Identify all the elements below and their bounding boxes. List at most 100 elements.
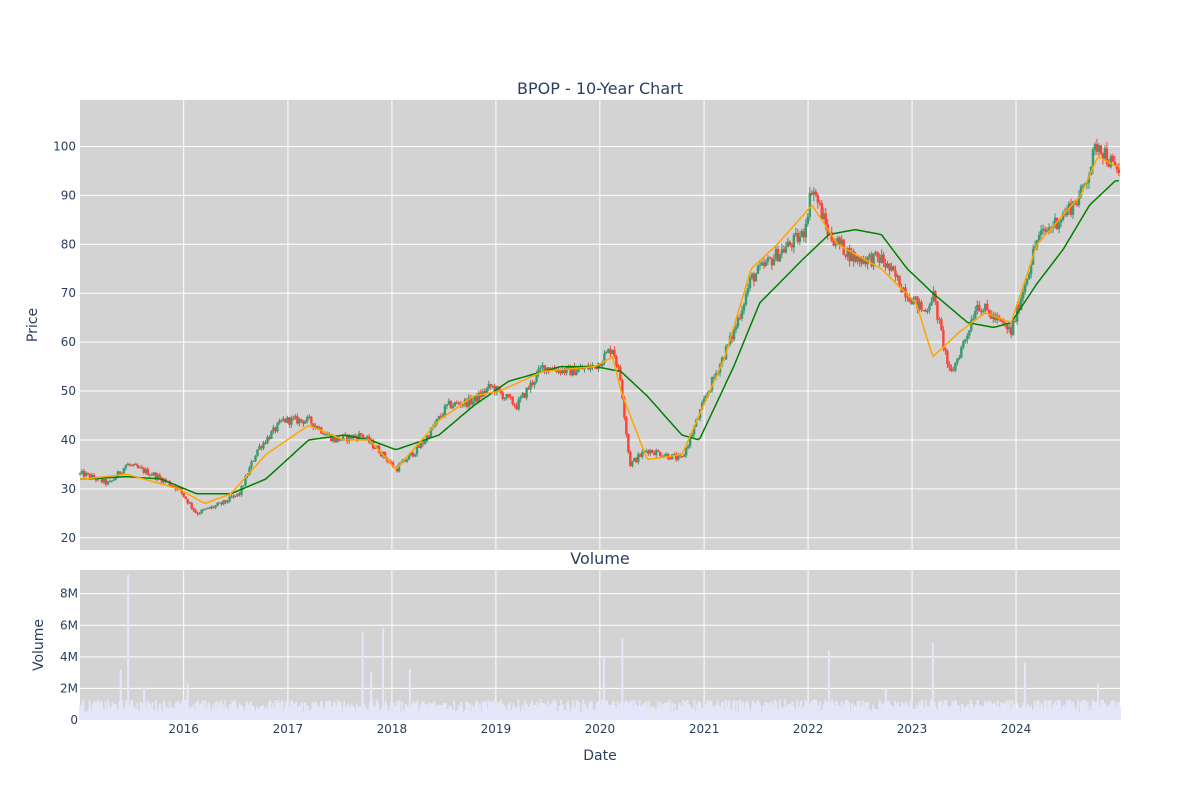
candle-down bbox=[619, 366, 622, 380]
candle-up bbox=[692, 426, 696, 435]
candle-up bbox=[952, 370, 955, 372]
candle-down bbox=[848, 247, 851, 262]
candle-up bbox=[700, 402, 704, 410]
volume-bar-spike bbox=[143, 686, 146, 720]
candle-down bbox=[140, 467, 144, 469]
candle-up bbox=[974, 310, 977, 319]
candle-down bbox=[421, 443, 425, 445]
volume-bar bbox=[804, 699, 807, 720]
candle-up bbox=[1025, 278, 1029, 285]
candle-down bbox=[455, 402, 459, 404]
candle-down bbox=[802, 231, 806, 238]
volume-bar bbox=[851, 702, 854, 720]
candle-down bbox=[738, 317, 742, 319]
candle-up bbox=[641, 451, 644, 457]
candle-down bbox=[942, 330, 945, 348]
price-y-tick-label: 30 bbox=[61, 482, 76, 496]
volume-bar bbox=[733, 700, 736, 720]
volume-bar bbox=[413, 703, 416, 720]
candle-up bbox=[120, 473, 124, 475]
candle-up bbox=[272, 427, 275, 432]
candle-down bbox=[511, 397, 514, 405]
candle-down bbox=[501, 392, 504, 400]
volume-bar bbox=[114, 704, 117, 720]
price-y-tick-label: 80 bbox=[61, 237, 76, 251]
candle-down bbox=[395, 467, 399, 472]
candle-up bbox=[443, 405, 447, 416]
candle-up bbox=[80, 470, 84, 474]
candle-up bbox=[1053, 217, 1057, 227]
volume-bar-spike bbox=[931, 642, 934, 720]
volume-bar bbox=[848, 702, 851, 720]
candle-up bbox=[880, 254, 883, 263]
candle-up bbox=[108, 481, 112, 483]
volume-bar bbox=[168, 701, 171, 720]
candle-down bbox=[870, 254, 873, 267]
candle-down bbox=[816, 194, 819, 203]
volume-bar bbox=[817, 705, 820, 720]
candle-up bbox=[505, 394, 508, 398]
candle-down bbox=[439, 416, 443, 418]
volume-bar bbox=[684, 701, 686, 720]
candle-up bbox=[204, 508, 207, 510]
candle-up bbox=[1023, 284, 1027, 293]
volume-bar bbox=[487, 700, 490, 720]
candle-down bbox=[457, 402, 461, 405]
candle-down bbox=[908, 297, 911, 302]
candle-up bbox=[429, 427, 433, 438]
candle-up bbox=[557, 369, 560, 373]
candle-up bbox=[972, 318, 975, 321]
candle-down bbox=[555, 369, 558, 373]
candle-up bbox=[671, 454, 674, 460]
candle-down bbox=[547, 367, 550, 371]
volume-bar bbox=[1005, 700, 1008, 720]
volume-bar-spike bbox=[408, 669, 411, 720]
candle-up bbox=[684, 447, 688, 456]
candle-up bbox=[278, 420, 281, 424]
candle-up bbox=[144, 469, 148, 473]
volume-bar bbox=[815, 700, 818, 720]
candle-up bbox=[756, 265, 760, 274]
candle-up bbox=[244, 476, 247, 486]
candle-up bbox=[784, 246, 788, 253]
candle-up bbox=[1103, 148, 1107, 159]
candle-up bbox=[318, 427, 321, 429]
volume-bar bbox=[518, 706, 521, 720]
candle-down bbox=[334, 437, 337, 443]
candle-down bbox=[146, 469, 149, 475]
candle-down bbox=[824, 213, 827, 225]
candle-up bbox=[326, 434, 329, 436]
candle-down bbox=[892, 266, 895, 271]
candle-up bbox=[419, 443, 423, 448]
candle-down bbox=[391, 462, 395, 468]
volume-bar bbox=[659, 701, 662, 720]
candle-down bbox=[573, 366, 576, 376]
candle-down bbox=[906, 297, 909, 299]
volume-bar bbox=[945, 701, 948, 720]
candle-up bbox=[529, 382, 532, 390]
price-y-tick-label: 100 bbox=[53, 139, 76, 153]
candle-up bbox=[535, 373, 538, 382]
candle-down bbox=[1111, 156, 1115, 162]
volume-bar bbox=[601, 699, 604, 720]
candle-up bbox=[984, 303, 987, 311]
candle-up bbox=[645, 450, 648, 452]
candle-up bbox=[236, 493, 239, 496]
candle-down bbox=[894, 270, 897, 278]
candle-up bbox=[138, 467, 142, 469]
volume-bar bbox=[856, 700, 859, 720]
candle-down bbox=[680, 456, 684, 458]
candle-down bbox=[417, 445, 421, 448]
candle-up bbox=[714, 372, 718, 378]
candle-up bbox=[571, 366, 574, 376]
candle-down bbox=[268, 437, 271, 439]
price-y-tick-label: 90 bbox=[61, 188, 76, 202]
candle-down bbox=[920, 301, 923, 311]
candle-down bbox=[300, 418, 303, 421]
candle-up bbox=[409, 452, 413, 455]
candle-down bbox=[469, 397, 473, 405]
candle-up bbox=[451, 406, 455, 409]
candle-up bbox=[956, 358, 959, 363]
candle-up bbox=[806, 216, 810, 224]
candle-up bbox=[996, 316, 999, 321]
